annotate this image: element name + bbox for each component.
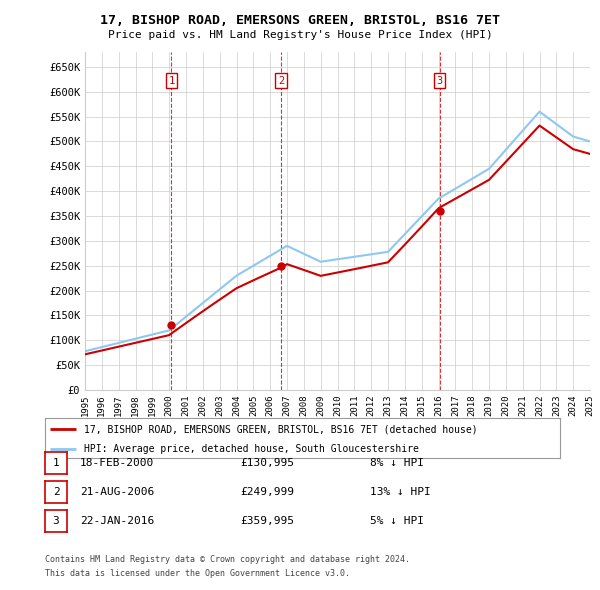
Text: 2: 2 bbox=[278, 76, 284, 86]
Text: 1: 1 bbox=[168, 76, 175, 86]
Text: 22-JAN-2016: 22-JAN-2016 bbox=[80, 516, 154, 526]
Text: 1: 1 bbox=[53, 458, 59, 468]
Text: Price paid vs. HM Land Registry's House Price Index (HPI): Price paid vs. HM Land Registry's House … bbox=[107, 30, 493, 40]
Text: 17, BISHOP ROAD, EMERSONS GREEN, BRISTOL, BS16 7ET: 17, BISHOP ROAD, EMERSONS GREEN, BRISTOL… bbox=[100, 14, 500, 27]
Text: 21-AUG-2006: 21-AUG-2006 bbox=[80, 487, 154, 497]
Text: This data is licensed under the Open Government Licence v3.0.: This data is licensed under the Open Gov… bbox=[45, 569, 350, 579]
Text: 5% ↓ HPI: 5% ↓ HPI bbox=[370, 516, 424, 526]
Text: 18-FEB-2000: 18-FEB-2000 bbox=[80, 458, 154, 468]
Text: 2: 2 bbox=[53, 487, 59, 497]
Text: £130,995: £130,995 bbox=[240, 458, 294, 468]
Text: 3: 3 bbox=[437, 76, 443, 86]
Text: HPI: Average price, detached house, South Gloucestershire: HPI: Average price, detached house, Sout… bbox=[83, 444, 419, 454]
Text: 13% ↓ HPI: 13% ↓ HPI bbox=[370, 487, 431, 497]
Text: Contains HM Land Registry data © Crown copyright and database right 2024.: Contains HM Land Registry data © Crown c… bbox=[45, 556, 410, 565]
Text: 17, BISHOP ROAD, EMERSONS GREEN, BRISTOL, BS16 7ET (detached house): 17, BISHOP ROAD, EMERSONS GREEN, BRISTOL… bbox=[83, 424, 477, 434]
Text: £359,995: £359,995 bbox=[240, 516, 294, 526]
Text: £249,999: £249,999 bbox=[240, 487, 294, 497]
Text: 3: 3 bbox=[53, 516, 59, 526]
Text: 8% ↓ HPI: 8% ↓ HPI bbox=[370, 458, 424, 468]
